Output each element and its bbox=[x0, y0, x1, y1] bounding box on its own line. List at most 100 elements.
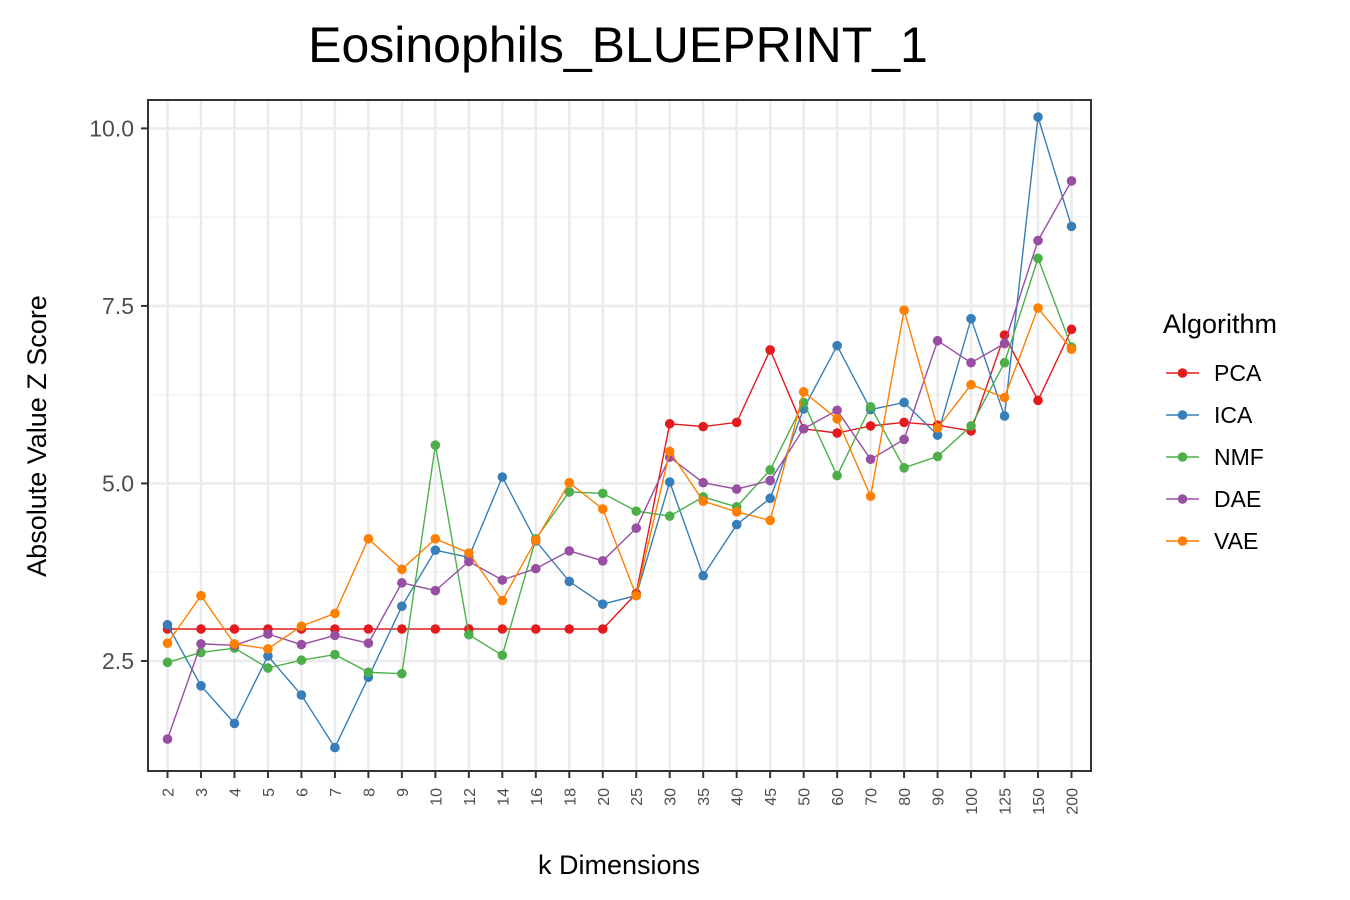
x-tick-label: 50 bbox=[797, 788, 814, 806]
data-point-nmf bbox=[397, 668, 407, 679]
y-tick-label: 5.0 bbox=[102, 470, 134, 496]
data-point-dae bbox=[564, 546, 575, 556]
data-point-vae bbox=[162, 638, 173, 648]
x-tick-label: 3 bbox=[194, 788, 211, 797]
legend-label: NMF bbox=[1214, 444, 1264, 470]
series-lines bbox=[162, 112, 1077, 753]
data-point-ica bbox=[564, 576, 575, 587]
data-point-nmf bbox=[631, 506, 642, 516]
data-point-pca bbox=[832, 428, 842, 438]
data-point-pca bbox=[363, 624, 374, 634]
data-point-dae bbox=[397, 578, 407, 588]
grid-lines bbox=[148, 100, 1091, 771]
data-point-vae bbox=[330, 608, 340, 619]
legend-item-pca: PCA bbox=[1166, 360, 1262, 386]
data-point-ica bbox=[263, 651, 273, 661]
data-point-nmf bbox=[296, 655, 307, 666]
data-point-ica bbox=[899, 397, 909, 408]
series-line-pca bbox=[167, 329, 1073, 630]
data-point-nmf bbox=[832, 470, 842, 481]
data-point-dae bbox=[263, 629, 273, 639]
legend-label: DAE bbox=[1214, 486, 1261, 512]
legend: Algorithm PCA ICA NMF DAE VAE bbox=[1163, 309, 1277, 554]
data-point-dae bbox=[698, 477, 709, 488]
data-point-dae bbox=[162, 734, 173, 744]
data-point-pca bbox=[731, 417, 742, 428]
data-point-dae bbox=[597, 556, 608, 566]
data-point-ica bbox=[430, 545, 441, 555]
data-point-dae bbox=[464, 556, 474, 567]
data-point-ica bbox=[397, 601, 407, 612]
data-point-vae bbox=[564, 477, 575, 488]
data-point-ica bbox=[1033, 112, 1043, 122]
x-tick-label: 5 bbox=[261, 788, 278, 797]
data-point-nmf bbox=[664, 511, 675, 521]
legend-label: PCA bbox=[1214, 360, 1262, 386]
data-point-dae bbox=[731, 484, 742, 494]
data-point-vae bbox=[363, 534, 374, 544]
data-point-pca bbox=[430, 624, 441, 634]
data-point-nmf bbox=[597, 488, 608, 499]
y-axis: 2.5 5.0 7.5 10.0 bbox=[89, 115, 148, 674]
x-tick-label: 40 bbox=[730, 788, 747, 806]
data-point-pca bbox=[1033, 395, 1043, 406]
x-tick-label: 30 bbox=[663, 788, 680, 806]
data-point-vae bbox=[229, 639, 240, 649]
data-point-vae bbox=[263, 644, 273, 654]
x-tick-label: 10 bbox=[428, 788, 445, 806]
x-tick-label: 4 bbox=[227, 788, 244, 797]
data-point-vae bbox=[664, 446, 675, 457]
x-axis-title: k Dimensions bbox=[538, 850, 700, 880]
data-point-nmf bbox=[162, 657, 173, 668]
x-tick-label: 70 bbox=[864, 788, 881, 806]
data-point-vae bbox=[597, 504, 608, 514]
data-point-dae bbox=[330, 630, 340, 641]
x-tick-label: 9 bbox=[395, 788, 412, 797]
data-point-pca bbox=[196, 624, 206, 634]
legend-key-point bbox=[1177, 410, 1188, 420]
x-tick-label: 150 bbox=[1031, 788, 1048, 815]
data-point-vae bbox=[765, 515, 775, 526]
data-point-ica bbox=[664, 477, 675, 487]
data-point-ica bbox=[832, 340, 842, 351]
data-point-dae bbox=[631, 523, 642, 533]
data-point-pca bbox=[865, 421, 876, 431]
data-point-nmf bbox=[899, 463, 909, 473]
x-tick-label: 60 bbox=[830, 788, 847, 806]
data-point-pca bbox=[664, 418, 675, 429]
data-point-nmf bbox=[966, 421, 976, 431]
legend-key-point bbox=[1177, 536, 1188, 546]
data-point-vae bbox=[865, 491, 876, 502]
data-point-nmf bbox=[999, 357, 1010, 368]
data-point-vae bbox=[464, 548, 474, 558]
data-point-dae bbox=[363, 638, 374, 648]
x-tick-label: 20 bbox=[596, 788, 613, 806]
data-point-ica bbox=[162, 619, 173, 630]
legend-label: ICA bbox=[1214, 402, 1253, 428]
chart-title: Eosinophils_BLUEPRINT_1 bbox=[308, 17, 928, 73]
data-point-ica bbox=[196, 680, 206, 691]
data-point-vae bbox=[196, 590, 206, 601]
data-point-ica bbox=[698, 570, 709, 581]
legend-item-nmf: NMF bbox=[1166, 444, 1264, 470]
x-tick-label: 8 bbox=[361, 788, 378, 797]
data-point-vae bbox=[798, 387, 809, 397]
data-point-vae bbox=[296, 621, 307, 631]
x-tick-label: 100 bbox=[964, 788, 981, 815]
data-point-nmf bbox=[932, 451, 943, 462]
data-point-ica bbox=[999, 411, 1010, 421]
x-tick-label: 16 bbox=[529, 788, 546, 806]
data-point-dae bbox=[865, 454, 876, 465]
data-point-dae bbox=[999, 338, 1010, 349]
y-tick-label: 7.5 bbox=[102, 293, 134, 319]
x-tick-label: 200 bbox=[1065, 788, 1082, 815]
data-point-pca bbox=[229, 624, 240, 634]
legend-key-point bbox=[1177, 452, 1188, 462]
data-point-vae bbox=[832, 414, 842, 424]
data-point-dae bbox=[798, 423, 809, 434]
data-point-dae bbox=[899, 434, 909, 445]
data-point-ica bbox=[932, 430, 943, 440]
data-point-pca bbox=[698, 421, 709, 432]
data-point-pca bbox=[597, 624, 608, 634]
data-point-pca bbox=[899, 417, 909, 428]
